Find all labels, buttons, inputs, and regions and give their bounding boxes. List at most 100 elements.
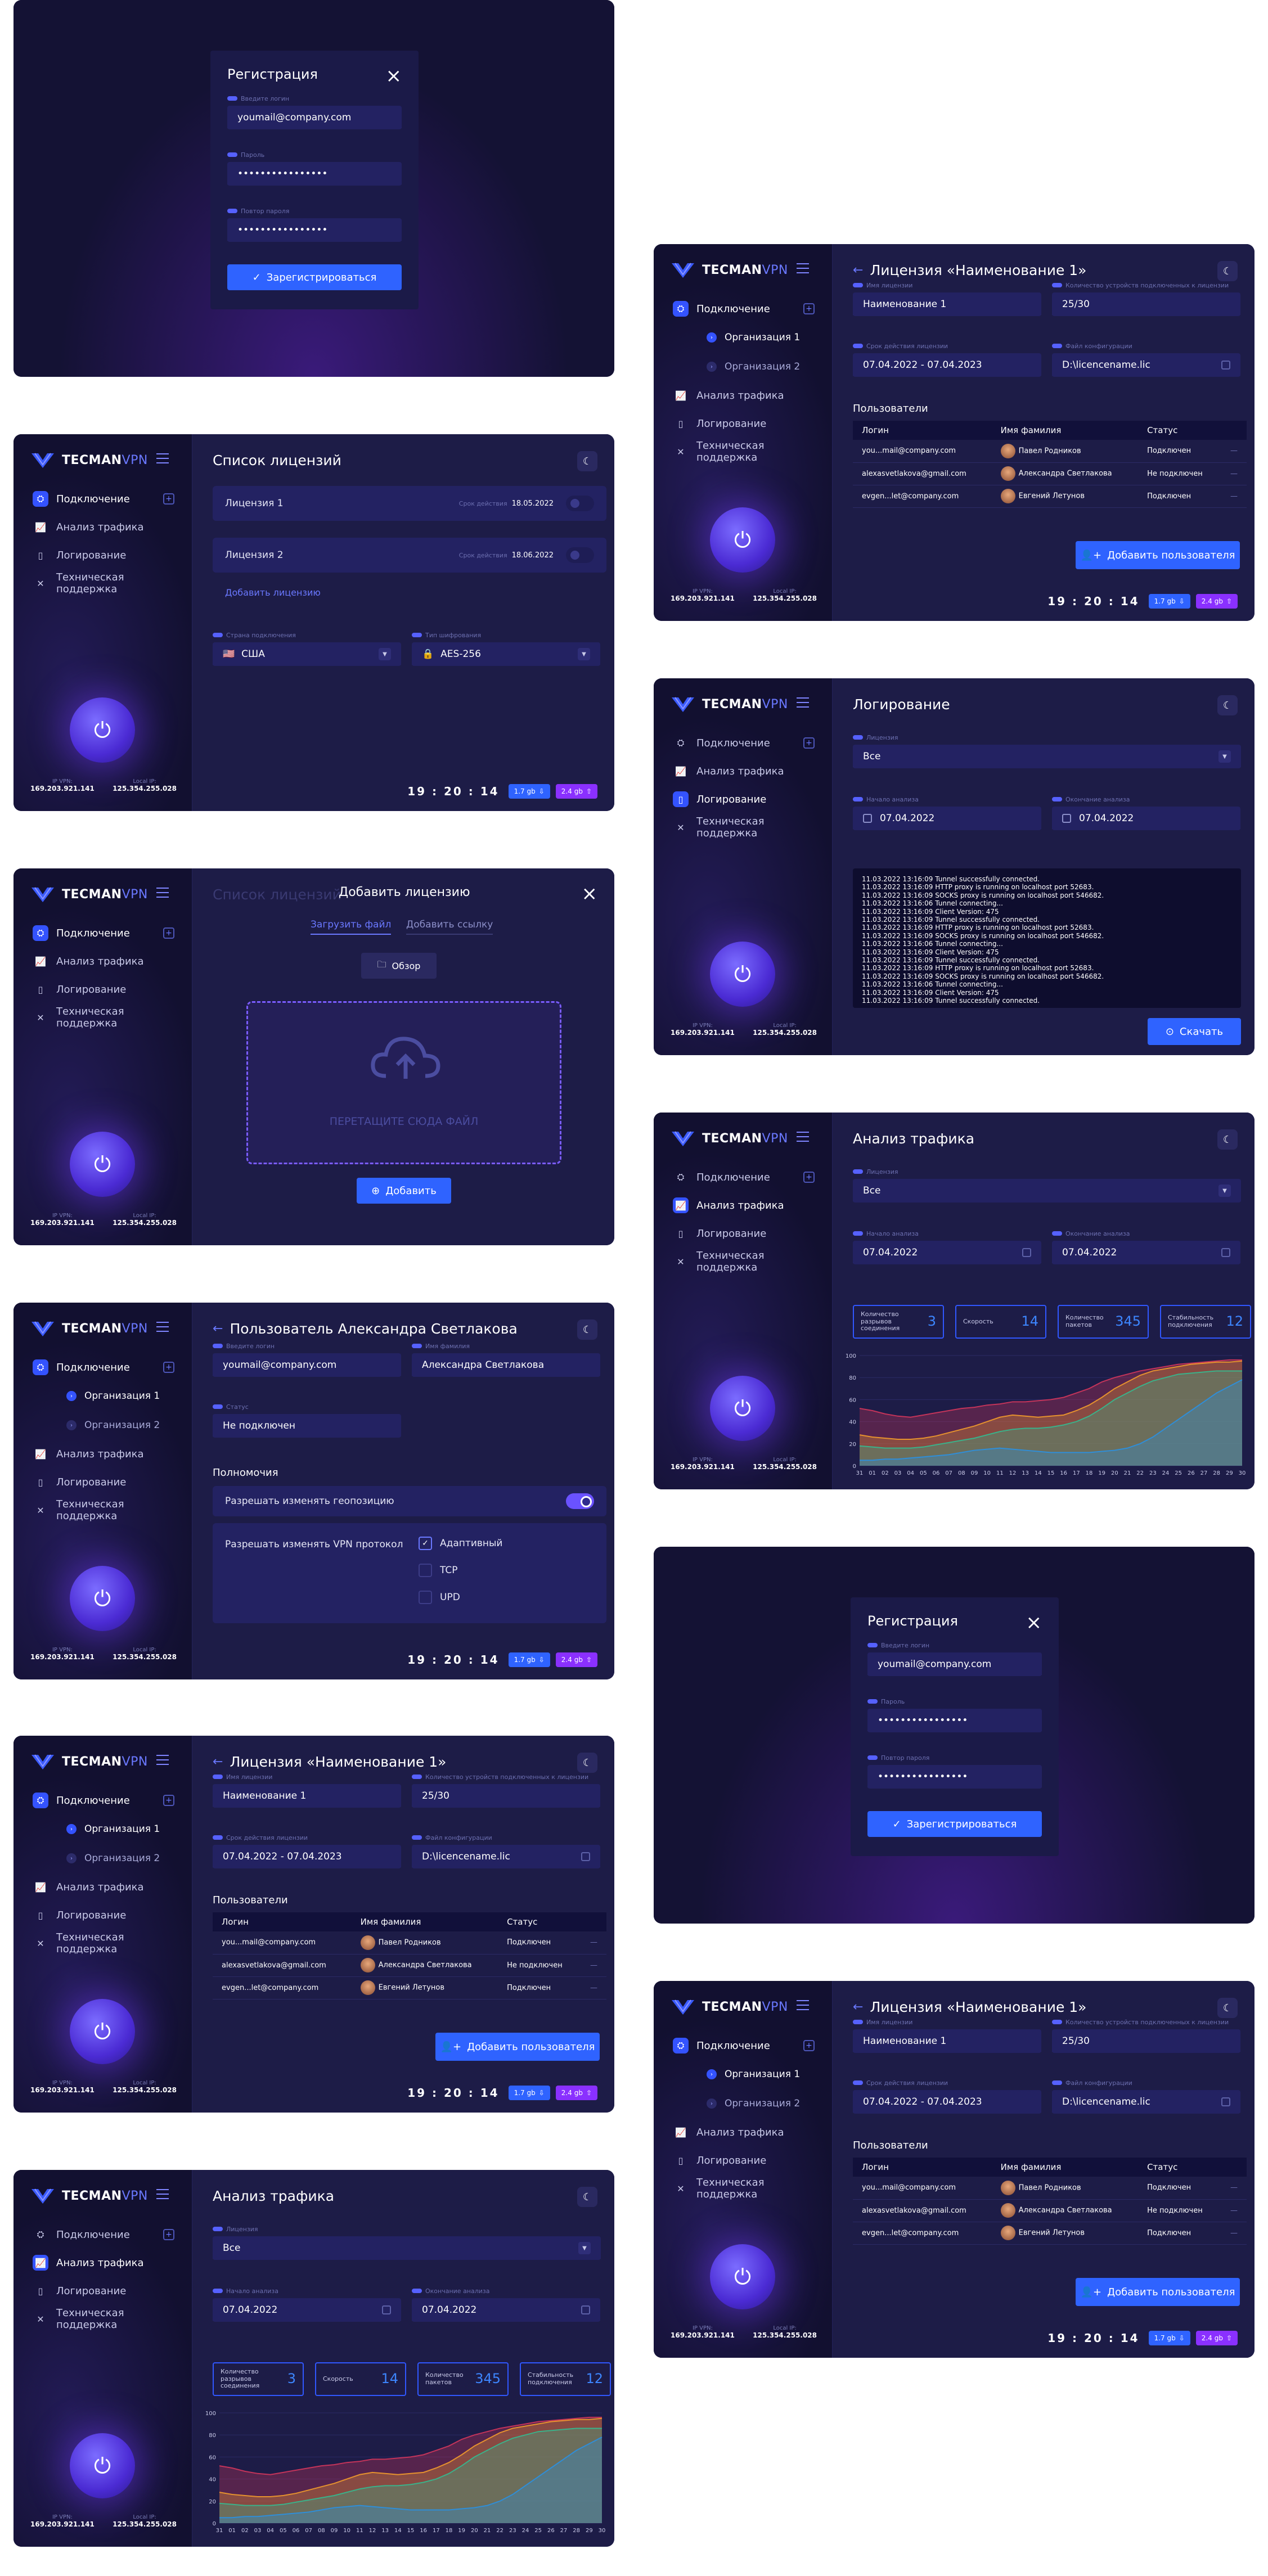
menu-icon[interactable] [156, 2189, 169, 2199]
sidebar-item-logging[interactable]: ▯ Логирование [666, 785, 821, 813]
add-icon[interactable]: + [803, 303, 815, 314]
add-icon[interactable]: + [803, 1172, 815, 1183]
sidebar-item-logging[interactable]: ▯ Логирование [666, 1219, 821, 1248]
log-output[interactable]: 11.03.2022 13:16:09 Tunnel successfully … [853, 868, 1241, 1008]
download-button[interactable]: ⊙ Скачать [1148, 1018, 1241, 1045]
theme-toggle-icon[interactable]: ☾ [1217, 261, 1238, 281]
sidebar-item-connection[interactable]: ⛭ Подключение + [26, 919, 181, 947]
sidebar-item-traffic[interactable]: 📈 Анализ трафика [26, 2249, 181, 2277]
table-row[interactable]: alexasvetlakova@gmail.com Александра Свет… [853, 2199, 1247, 2222]
sidebar-item-support[interactable]: ✕ Техническая поддержка [26, 1003, 181, 1032]
sidebar-item-support[interactable]: ✕ Техническая поддержка [666, 1248, 821, 1276]
sidebar-item-traffic[interactable]: 📈 Анализ трафика [26, 1440, 181, 1468]
license-name-field[interactable]: Имя лицензии Наименование 1 [853, 2018, 1041, 2053]
add-icon[interactable]: + [163, 2229, 174, 2240]
sidebar-item-traffic[interactable]: 📈 Анализ трафика [666, 2118, 821, 2146]
geo-toggle[interactable] [566, 1493, 594, 1509]
sidebar-item-org1[interactable]: › Организация 1 [26, 1381, 181, 1411]
sidebar-item-connection[interactable]: ⛭ Подключение + [666, 729, 821, 757]
sidebar-item-support[interactable]: ✕ Техническая поддержка [666, 2174, 821, 2203]
add-icon[interactable]: + [163, 1795, 174, 1806]
theme-toggle-icon[interactable]: ☾ [577, 451, 597, 471]
repeat-password-field[interactable]: Повтор пароля •••••••••••••••• [227, 207, 402, 242]
table-row[interactable]: alexasvetlakova@gmail.com Александра Свет… [853, 462, 1247, 485]
sidebar-item-traffic[interactable]: 📈 Анализ трафика [666, 1191, 821, 1219]
back-arrow-icon[interactable]: ← [213, 1322, 223, 1336]
sidebar-item-connection[interactable]: ⛭ Подключение + [26, 1786, 181, 1814]
sidebar-item-connection[interactable]: ⛭ Подключение + [666, 2032, 821, 2060]
menu-icon[interactable] [797, 2000, 809, 2010]
license-name-field[interactable]: Имя лицензии Наименование 1 [853, 281, 1041, 316]
login-field[interactable]: Введите логин youmail@company.com [227, 94, 402, 129]
protocol-tcp-checkbox[interactable]: TCP [419, 1564, 458, 1577]
sidebar-item-traffic[interactable]: 📈 Анализ трафика [666, 757, 821, 785]
sidebar-item-traffic[interactable]: 📈 Анализ трафика [26, 513, 181, 541]
sidebar-item-support[interactable]: ✕ Техническая поддержка [26, 2305, 181, 2333]
sidebar-item-logging[interactable]: ▯ Логирование [666, 2146, 821, 2174]
login-field[interactable]: Введите логин youmail@company.com [213, 1342, 401, 1377]
sidebar-item-support[interactable]: ✕ Техническая поддержка [666, 813, 821, 841]
sidebar-item-logging[interactable]: ▯ Логирование [26, 541, 181, 569]
add-user-button[interactable]: 👤+ Добавить пользователя [1076, 2278, 1240, 2306]
theme-toggle-icon[interactable]: ☾ [1217, 695, 1238, 715]
license-toggle[interactable] [566, 496, 594, 511]
add-icon[interactable]: + [163, 493, 174, 505]
power-button[interactable]: ⏻ [710, 1376, 775, 1441]
sidebar-item-connection[interactable]: ⛭ Подключение + [666, 295, 821, 323]
sidebar-item-traffic[interactable]: 📈 Анализ трафика [26, 1873, 181, 1901]
menu-icon[interactable] [156, 888, 169, 898]
tab-add-link[interactable]: Добавить ссылку [406, 919, 493, 935]
license-filter-select[interactable]: Лицензия Все ▼ [853, 1168, 1241, 1203]
power-button[interactable]: ⏻ [70, 1132, 135, 1197]
back-arrow-icon[interactable]: ← [853, 2000, 864, 2014]
add-icon[interactable]: + [163, 1362, 174, 1373]
theme-toggle-icon[interactable]: ☾ [577, 2187, 597, 2207]
add-icon[interactable]: + [163, 927, 174, 939]
sidebar-item-connection[interactable]: ⛭ Подключение + [26, 2221, 181, 2249]
encryption-select[interactable]: Тип шифрования 🔒 AES-256 ▼ [412, 631, 600, 666]
theme-toggle-icon[interactable]: ☾ [577, 1753, 597, 1773]
period-field[interactable]: Срок действия лицензии 07.04.2022 - 07.04… [213, 1834, 401, 1868]
theme-toggle-icon[interactable]: ☾ [1217, 1129, 1238, 1150]
config-file-field[interactable]: Файл конфигурации D:\licencename.lic [412, 1834, 600, 1868]
sidebar-item-connection[interactable]: ⛭ Подключение + [26, 1353, 181, 1381]
add-icon[interactable]: + [803, 2040, 815, 2051]
password-field[interactable]: Пароль •••••••••••••••• [227, 151, 402, 186]
sidebar-item-org1[interactable]: › Организация 1 [26, 1814, 181, 1844]
close-icon[interactable]: × [581, 882, 598, 905]
register-button[interactable]: ✓ Зарегистрироваться [227, 264, 402, 290]
table-row[interactable]: you...mail@company.com Павел Родников Подк… [213, 1931, 606, 1954]
period-field[interactable]: Срок действия лицензии 07.04.2022 - 07.04… [853, 2079, 1041, 2114]
start-date-field[interactable]: Начало анализа 07.04.2022 [213, 2287, 401, 2322]
start-date-field[interactable]: Начало анализа 07.04.2022 [853, 1230, 1041, 1264]
browse-button[interactable]: 🗀 Обзор [361, 953, 437, 979]
sidebar-item-org1[interactable]: › Организация 1 [666, 2060, 821, 2089]
name-field[interactable]: Имя фамилия Александра Светлакова [412, 1342, 600, 1377]
end-date-field[interactable]: Окончание анализа 07.04.2022 [1052, 1230, 1240, 1264]
sidebar-item-org1[interactable]: › Организация 1 [666, 323, 821, 352]
power-button[interactable]: ⏻ [710, 507, 775, 573]
close-icon[interactable]: × [1026, 1611, 1042, 1634]
register-button[interactable]: ✓ Зарегистрироваться [867, 1811, 1042, 1837]
menu-icon[interactable] [156, 1322, 169, 1332]
devices-field[interactable]: Количество устройств подключенных к лице… [412, 1773, 600, 1808]
devices-field[interactable]: Количество устройств подключенных к лице… [1052, 2018, 1240, 2053]
table-row[interactable]: evgen...let@company.com Евгений Летунов По… [213, 1976, 606, 1999]
end-date-field[interactable]: Окончание анализа 07.04.2022 [412, 2287, 600, 2322]
password-field[interactable]: Пароль •••••••••••••••• [867, 1697, 1042, 1732]
drop-zone[interactable]: ПЕРЕТАЩИТЕ СЮДА ФАЙЛ [246, 1001, 561, 1164]
power-button[interactable]: ⏻ [70, 1566, 135, 1631]
license-filter-select[interactable]: Лицензия Все ▼ [853, 733, 1241, 768]
sidebar-item-traffic[interactable]: 📈 Анализ трафика [26, 947, 181, 975]
license-item[interactable]: Лицензия 2 Срок действия 18.06.2022 [213, 538, 606, 573]
status-field[interactable]: Статус Не подключен [213, 1403, 401, 1438]
sidebar-item-logging[interactable]: ▯ Логирование [26, 2277, 181, 2305]
config-file-field[interactable]: Файл конфигурации D:\licencename.lic [1052, 2079, 1240, 2114]
sidebar-item-connection[interactable]: ⛭ Подключение + [666, 1163, 821, 1191]
table-row[interactable]: you...mail@company.com Павел Родников Подк… [853, 2177, 1247, 2200]
add-icon[interactable]: + [803, 737, 815, 749]
back-arrow-icon[interactable]: ← [213, 1755, 223, 1769]
add-button[interactable]: ⊕ Добавить [357, 1178, 451, 1204]
sidebar-item-support[interactable]: ✕ Техническая поддержка [26, 569, 181, 597]
sidebar-item-connection[interactable]: ⛭ Подключение + [26, 485, 181, 513]
